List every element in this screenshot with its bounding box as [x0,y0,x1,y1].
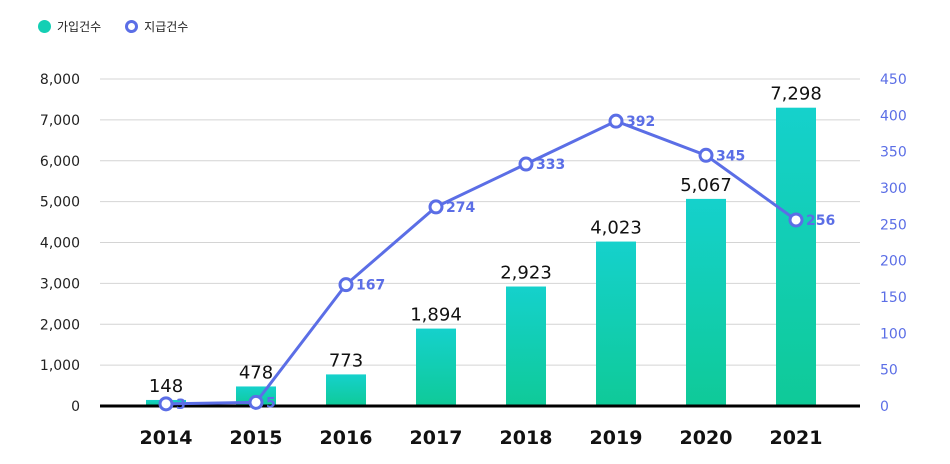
right-tick-label: 150 [880,290,907,306]
line-series [165,119,797,406]
left-tick-label: 0 [71,399,80,415]
x-tick-label: 2015 [230,427,283,449]
bar-value-label: 2,923 [500,263,552,284]
left-tick-label: 2,000 [40,317,80,333]
line-point [518,156,534,172]
right-tick-label: 450 [880,72,907,88]
bar-value-label: 5,067 [680,175,732,196]
line-value-label: 392 [626,114,655,130]
x-tick-label: 2021 [770,427,823,449]
legend-item-signups: 가입건수 [38,18,101,35]
left-tick-label: 7,000 [40,113,80,129]
bar [686,198,726,406]
x-tick-label: 2020 [680,427,733,449]
line-value-label: 5 [266,395,276,411]
bar-value-label: 7,298 [770,84,822,105]
line-value-label: 274 [446,200,475,216]
line-point [698,147,714,163]
bar [326,374,366,406]
left-tick-label: 4,000 [40,236,80,252]
bar-value-label: 4,023 [590,218,642,239]
x-tick-label: 2017 [410,427,463,449]
right-tick-label: 400 [880,108,907,124]
left-tick-label: 6,000 [40,154,80,170]
right-tick-label: 0 [880,399,889,415]
line-value-label: 345 [716,148,745,164]
right-tick-label: 300 [880,181,907,197]
x-tick-label: 2014 [140,427,193,449]
legend: 가입건수 지급건수 [38,18,212,35]
bar-value-label: 1,894 [410,305,462,326]
line-point [608,113,624,129]
line-point [158,396,174,412]
line-value-label: 3 [176,397,186,413]
bar [596,241,636,406]
line-point [338,277,354,293]
left-tick-label: 5,000 [40,195,80,211]
x-tick-label: 2019 [590,427,643,449]
right-tick-label: 100 [880,326,907,342]
left-tick-label: 3,000 [40,276,80,292]
left-tick-label: 1,000 [40,358,80,374]
line-value-label: 333 [536,157,565,173]
right-tick-label: 250 [880,217,907,233]
bar [506,286,546,406]
bar [776,107,816,407]
line-point [248,394,264,410]
legend-swatch-bar [38,20,51,33]
right-tick-label: 350 [880,145,907,161]
line-value-label: 256 [806,213,835,229]
bar [416,328,456,406]
left-tick-label: 8,000 [40,72,80,88]
legend-label: 가입건수 [57,20,102,34]
right-tick-label: 50 [880,363,898,379]
legend-item-payouts: 지급건수 [125,18,188,35]
bar-value-label: 478 [239,362,273,383]
bar-value-label: 773 [329,350,363,371]
line-point [428,199,444,215]
x-tick-label: 2018 [500,427,553,449]
x-tick-label: 2016 [320,427,373,449]
legend-swatch-line [125,20,139,33]
legend-label: 지급건수 [144,20,189,34]
bar-value-label: 148 [149,376,183,397]
line-value-label: 167 [356,278,385,294]
line-point [788,212,804,228]
right-tick-label: 200 [880,254,907,270]
